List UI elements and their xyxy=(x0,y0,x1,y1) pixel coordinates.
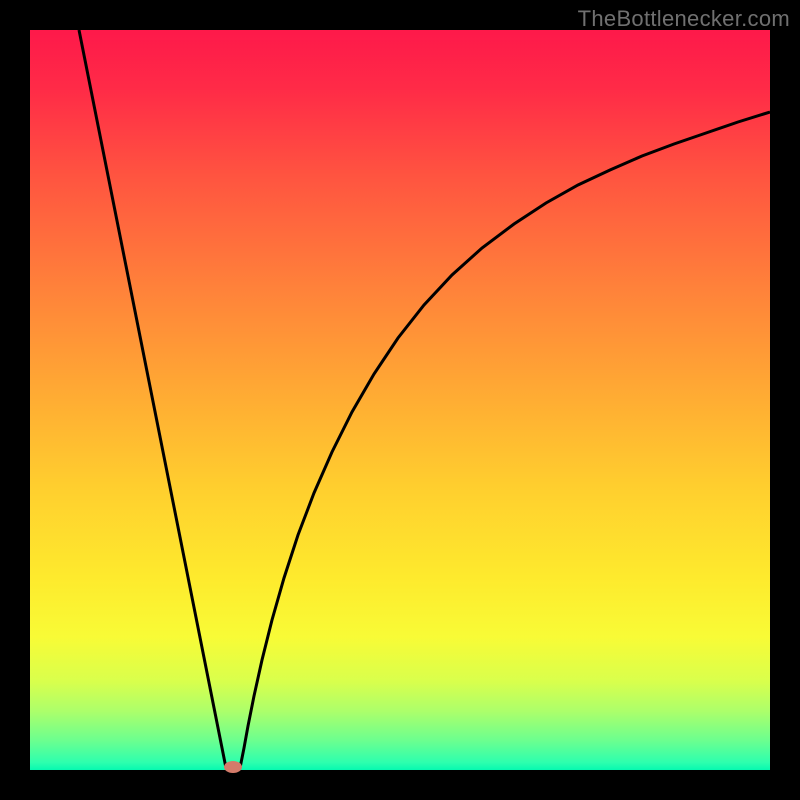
bottleneck-curve xyxy=(30,30,770,770)
plot-area xyxy=(30,30,770,770)
watermark-text: TheBottlenecker.com xyxy=(578,6,790,32)
curve-left-segment xyxy=(79,30,226,768)
curve-right-segment xyxy=(240,112,770,768)
optimal-point-marker xyxy=(224,761,242,773)
